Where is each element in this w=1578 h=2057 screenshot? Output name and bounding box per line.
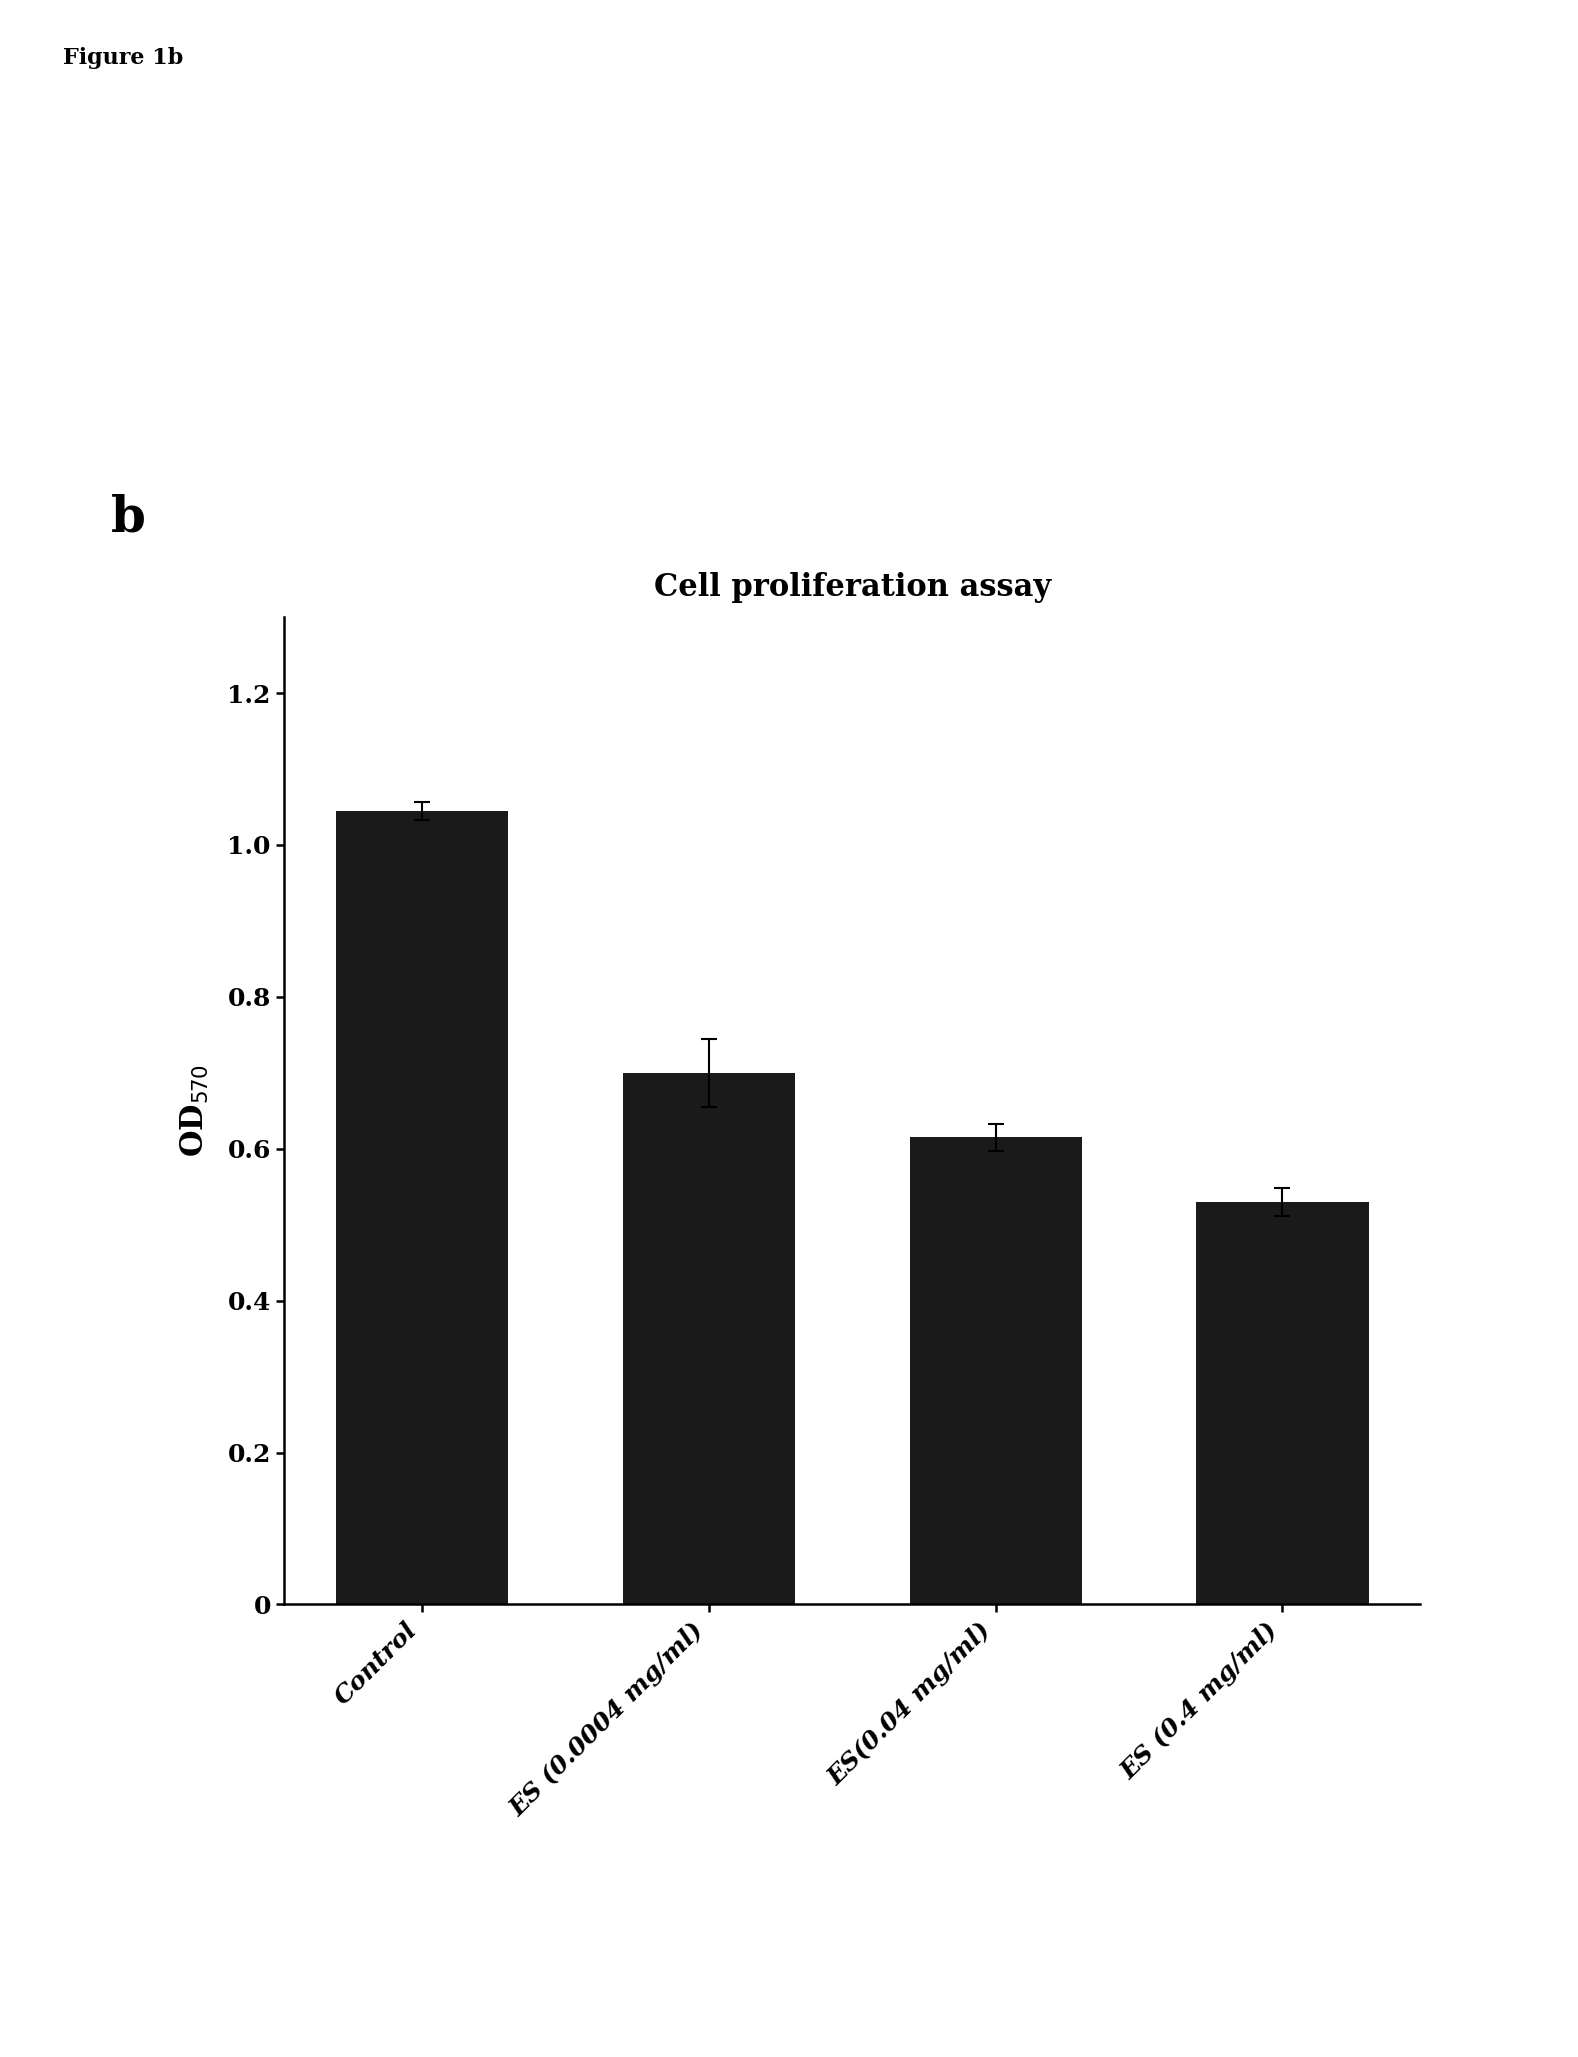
Y-axis label: OD$_{570}$: OD$_{570}$ xyxy=(178,1063,211,1158)
Bar xyxy=(336,810,508,1604)
Bar xyxy=(623,1074,795,1604)
Text: b: b xyxy=(110,494,145,543)
Text: Figure 1b: Figure 1b xyxy=(63,47,183,70)
Bar xyxy=(909,1138,1081,1604)
Bar xyxy=(1196,1201,1368,1604)
Title: Cell proliferation assay: Cell proliferation assay xyxy=(653,572,1051,603)
